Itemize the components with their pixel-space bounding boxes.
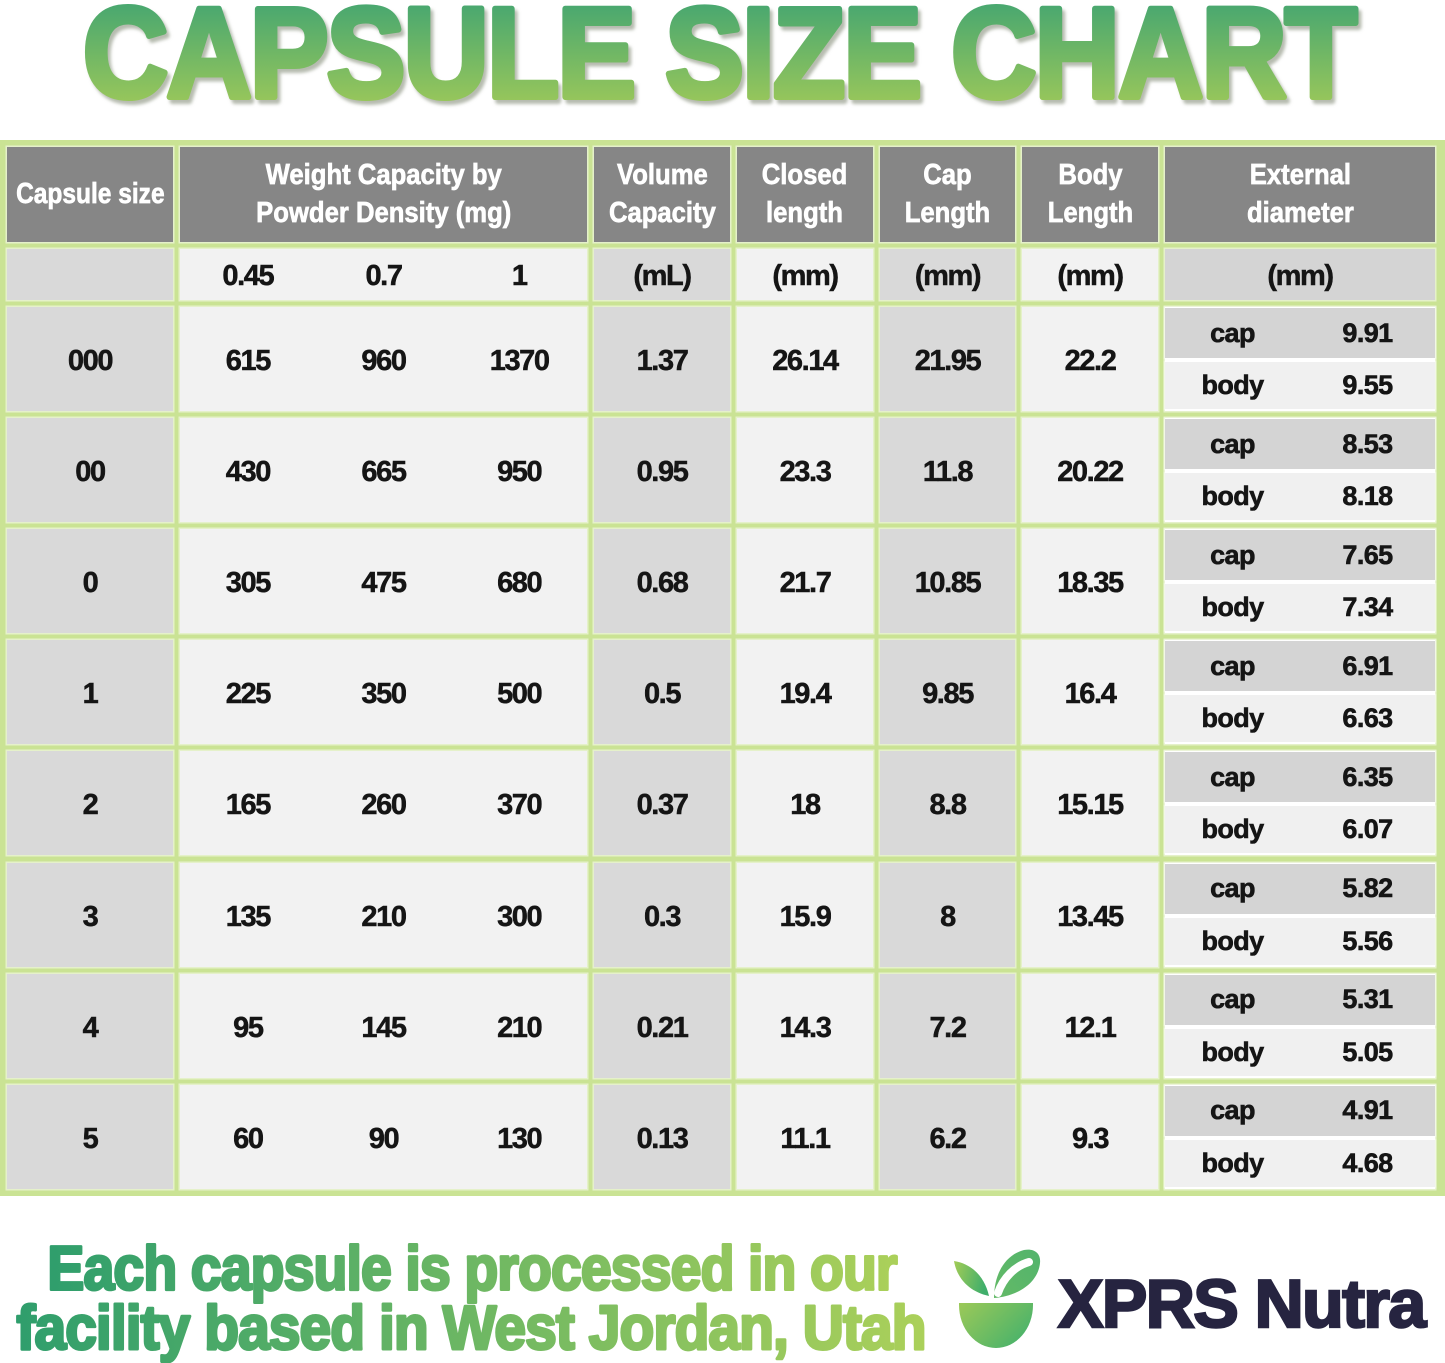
svg-text:CAPSULE SIZE CHART: CAPSULE SIZE CHART xyxy=(83,0,1356,125)
svg-text:facility based in West Jordan,: facility based in West Jordan, Utah xyxy=(16,1293,925,1363)
svg-text:Each capsule is processed in o: Each capsule is processed in our xyxy=(47,1234,896,1303)
